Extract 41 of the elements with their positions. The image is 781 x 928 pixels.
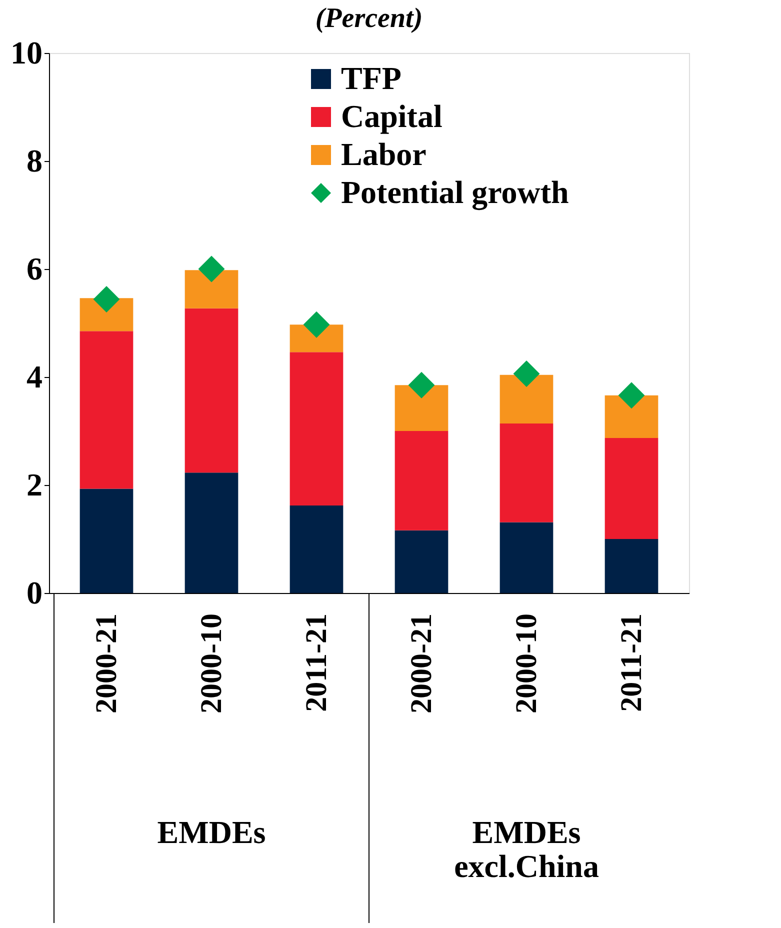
point — [618, 382, 645, 409]
y-tick-label: 0 — [26, 574, 42, 610]
bar — [290, 506, 344, 593]
y-tick-label: 2 — [26, 466, 42, 502]
text: EMDEs excl.China — [454, 814, 599, 884]
bar — [394, 431, 448, 530]
legend-label: Labor — [341, 136, 426, 172]
point — [198, 256, 225, 282]
x-tick-label: 2000-10 — [195, 614, 228, 714]
bar — [80, 488, 134, 593]
y-tick-label: 6 — [26, 250, 42, 286]
bar — [500, 522, 554, 593]
legend-label: TFP — [341, 60, 402, 96]
legend-label: Potential growth — [341, 174, 570, 211]
bar — [80, 331, 134, 489]
x-tick-label: 2011-21 — [615, 614, 648, 712]
point — [93, 286, 120, 312]
bar — [500, 423, 554, 522]
point — [408, 372, 435, 398]
x-tick-label: 2011-21 — [300, 614, 333, 712]
point — [303, 311, 330, 338]
bar — [500, 374, 554, 424]
bar — [290, 352, 344, 506]
bar — [184, 308, 238, 473]
text: EMDEs — [157, 814, 266, 850]
y-tick-label: 4 — [26, 358, 42, 394]
legend-label: Capital — [341, 98, 442, 134]
x-tick-label: 2000-21 — [405, 614, 438, 714]
x-tick-label: 2000-10 — [510, 614, 543, 714]
bar — [604, 395, 658, 438]
x-tick-label: 2000-21 — [90, 614, 123, 714]
bar — [604, 438, 658, 539]
y-tick-label: 8 — [26, 142, 42, 178]
bar — [184, 472, 238, 593]
bar — [394, 385, 448, 431]
bar — [604, 539, 658, 593]
bar — [184, 270, 238, 308]
chart-title: (Percent) — [315, 3, 423, 34]
y-tick-label: 10 — [10, 34, 42, 70]
bar — [394, 530, 448, 593]
point — [513, 360, 540, 387]
